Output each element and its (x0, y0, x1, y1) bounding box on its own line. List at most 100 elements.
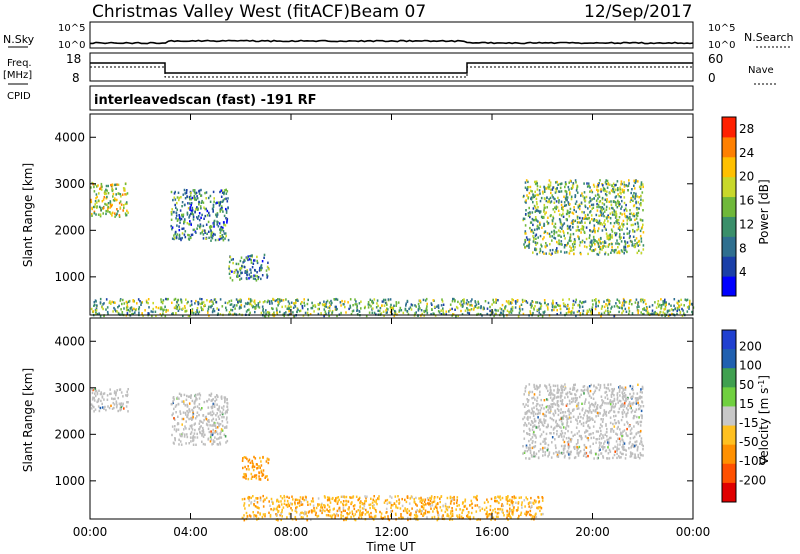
data-cell (618, 195, 621, 198)
data-cell (567, 445, 570, 448)
data-cell (191, 303, 193, 306)
data-cell (592, 409, 595, 412)
data-cell (560, 386, 562, 389)
data-cell (300, 302, 302, 306)
data-cell (426, 302, 428, 306)
data-cell (529, 390, 531, 394)
data-cell (619, 237, 621, 240)
data-cell (596, 252, 598, 256)
data-cell (311, 511, 313, 514)
data-cell (117, 312, 120, 315)
data-cell (565, 218, 568, 221)
data-cell (360, 307, 362, 310)
data-cell (228, 265, 230, 268)
data-cell (221, 429, 224, 432)
data-cell (560, 433, 562, 437)
data-cell (591, 207, 593, 210)
data-cell (178, 214, 180, 217)
data-cell (476, 494, 478, 498)
data-cell (620, 207, 622, 210)
data-cell (419, 307, 421, 310)
data-cell (528, 393, 530, 397)
data-cell (537, 193, 540, 197)
data-cell (538, 386, 540, 389)
data-cell (642, 444, 644, 448)
data-cell (212, 205, 215, 208)
data-cell (93, 399, 96, 402)
data-cell (556, 388, 559, 392)
data-cell (567, 310, 570, 314)
data-cell (442, 307, 444, 310)
data-cell (204, 191, 206, 195)
data-cell (587, 419, 589, 422)
data-cell (592, 206, 595, 209)
data-cell (569, 236, 571, 239)
data-cell (583, 385, 586, 388)
data-cell (349, 298, 352, 301)
data-cell (655, 306, 658, 309)
data-cell (298, 309, 301, 313)
data-cell (448, 310, 450, 313)
data-cell (421, 312, 423, 316)
data-cell (107, 202, 110, 205)
data-cell (230, 258, 233, 261)
data-cell (202, 442, 205, 446)
data-cell (206, 424, 209, 427)
data-cell (641, 391, 643, 394)
data-cell (634, 243, 637, 247)
data-cell (210, 230, 212, 233)
data-cell (614, 450, 616, 453)
data-cell (571, 397, 573, 400)
data-cell (613, 213, 616, 216)
data-cell (626, 232, 629, 235)
data-cell (574, 242, 576, 246)
data-cell (252, 464, 254, 467)
data-cell (563, 388, 566, 391)
data-cell (494, 308, 496, 312)
data-cell (610, 405, 613, 409)
data-cell (547, 408, 549, 412)
data-cell (612, 402, 615, 406)
data-cell (549, 393, 552, 396)
data-cell (180, 299, 183, 303)
data-cell (636, 397, 638, 400)
data-cell (636, 241, 638, 245)
data-cell (584, 400, 586, 403)
data-cell (610, 189, 613, 192)
data-cell (219, 202, 221, 206)
data-cell (247, 465, 249, 468)
data-cell (572, 388, 574, 391)
data-cell (584, 445, 587, 449)
data-cell (635, 443, 638, 447)
data-cell (317, 504, 319, 507)
data-cell (576, 191, 579, 194)
data-cell (589, 220, 591, 223)
data-cell (525, 403, 527, 406)
data-cell (327, 311, 330, 315)
data-cell (127, 410, 129, 413)
data-cell (528, 427, 531, 431)
data-cell (558, 418, 561, 422)
data-cell (307, 298, 309, 302)
data-cell (303, 304, 306, 307)
data-cell (676, 312, 678, 315)
data-cell (258, 471, 261, 475)
data-cell (433, 500, 436, 503)
data-cell (598, 388, 601, 392)
data-cell (635, 206, 638, 210)
data-cell (277, 304, 279, 307)
data-cell (314, 513, 317, 517)
data-cell (621, 223, 623, 226)
data-cell (431, 303, 433, 306)
data-cell (523, 194, 525, 198)
data-cell (208, 226, 211, 229)
data-cell (205, 423, 208, 426)
data-cell (179, 433, 181, 436)
data-cell (542, 250, 544, 254)
data-cell (533, 195, 535, 198)
data-cell (253, 259, 256, 262)
data-cell (205, 223, 208, 226)
data-cell (431, 501, 433, 504)
data-cell (196, 436, 199, 439)
data-cell (120, 203, 123, 206)
